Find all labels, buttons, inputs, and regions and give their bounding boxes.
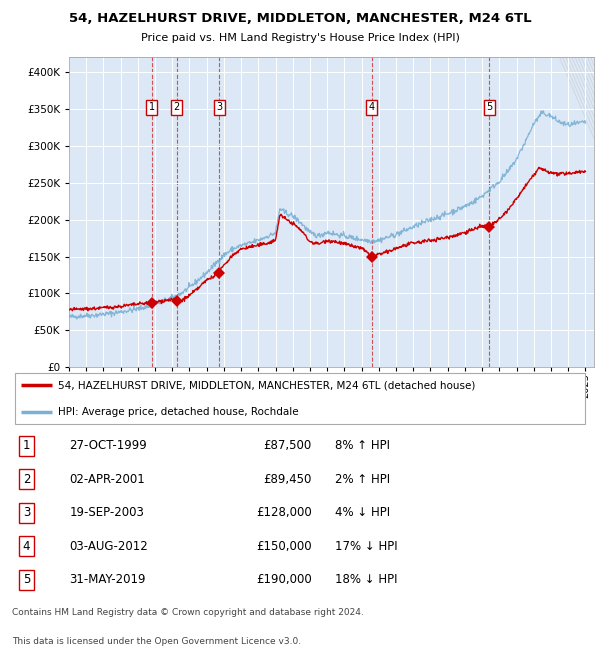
Text: 5: 5 (23, 573, 30, 586)
Text: 19-SEP-2003: 19-SEP-2003 (70, 506, 145, 519)
Text: 8% ↑ HPI: 8% ↑ HPI (335, 439, 389, 452)
Text: 5: 5 (486, 103, 492, 112)
Text: £89,450: £89,450 (263, 473, 311, 486)
Text: 2% ↑ HPI: 2% ↑ HPI (335, 473, 389, 486)
Text: 27-OCT-1999: 27-OCT-1999 (70, 439, 148, 452)
Text: £87,500: £87,500 (263, 439, 311, 452)
Text: £150,000: £150,000 (256, 540, 311, 553)
Text: 31-MAY-2019: 31-MAY-2019 (70, 573, 146, 586)
Text: Price paid vs. HM Land Registry's House Price Index (HPI): Price paid vs. HM Land Registry's House … (140, 33, 460, 43)
Text: This data is licensed under the Open Government Licence v3.0.: This data is licensed under the Open Gov… (12, 637, 301, 646)
Text: £128,000: £128,000 (256, 506, 311, 519)
Text: £190,000: £190,000 (256, 573, 311, 586)
Text: 4% ↓ HPI: 4% ↓ HPI (335, 506, 389, 519)
Text: 1: 1 (149, 103, 155, 112)
Text: 3: 3 (23, 506, 30, 519)
Text: 2: 2 (23, 473, 30, 486)
Text: 02-APR-2001: 02-APR-2001 (70, 473, 145, 486)
Text: 18% ↓ HPI: 18% ↓ HPI (335, 573, 397, 586)
Text: 1: 1 (23, 439, 30, 452)
Text: 2: 2 (173, 103, 180, 112)
Text: 4: 4 (369, 103, 375, 112)
Text: 3: 3 (216, 103, 222, 112)
Text: 4: 4 (23, 540, 30, 553)
FancyBboxPatch shape (15, 372, 585, 424)
Text: Contains HM Land Registry data © Crown copyright and database right 2024.: Contains HM Land Registry data © Crown c… (12, 608, 364, 618)
Text: HPI: Average price, detached house, Rochdale: HPI: Average price, detached house, Roch… (58, 407, 299, 417)
Text: 54, HAZELHURST DRIVE, MIDDLETON, MANCHESTER, M24 6TL (detached house): 54, HAZELHURST DRIVE, MIDDLETON, MANCHES… (58, 380, 475, 390)
Text: 03-AUG-2012: 03-AUG-2012 (70, 540, 148, 553)
Text: 54, HAZELHURST DRIVE, MIDDLETON, MANCHESTER, M24 6TL: 54, HAZELHURST DRIVE, MIDDLETON, MANCHES… (68, 12, 532, 25)
Text: 17% ↓ HPI: 17% ↓ HPI (335, 540, 397, 553)
